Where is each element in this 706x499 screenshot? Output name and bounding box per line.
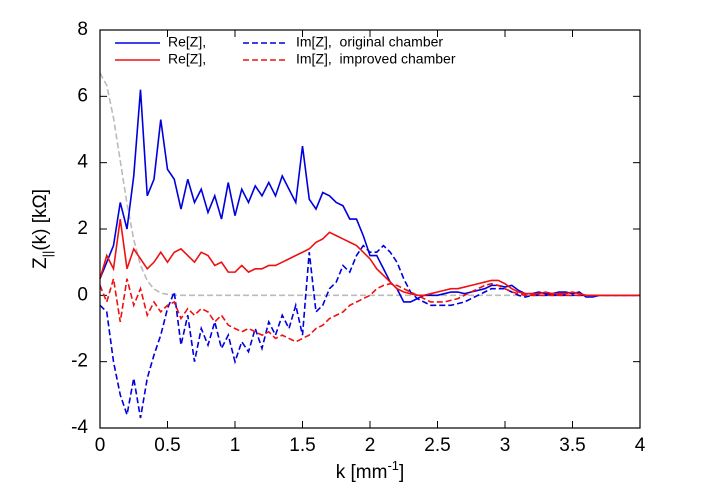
x-tick-label: 0.5: [154, 435, 180, 456]
x-tick-label: 1: [230, 435, 241, 456]
y-tick-label: 6: [77, 85, 88, 106]
x-label-main: k [mm: [336, 462, 388, 483]
y-tick-label: 0: [77, 284, 88, 305]
y-label-end: (k) [kΩ]: [30, 189, 51, 251]
x-tick-label: 3: [500, 435, 511, 456]
y-label-main: Z: [30, 257, 51, 269]
series-line: [99, 218, 640, 297]
y-axis-label: Z||(k) [kΩ]: [30, 189, 55, 269]
y-tick-label: 2: [77, 218, 88, 239]
legend-label: Re[Z],: [168, 51, 206, 67]
plot-frame: [99, 29, 641, 429]
y-tick-label: -4: [71, 417, 88, 438]
legend-label: Re[Z],: [168, 34, 206, 50]
x-tick-label: 4: [635, 435, 646, 456]
y-label-sub: ||: [40, 251, 55, 258]
x-axis-label: k [mm-1]: [336, 458, 405, 483]
series-line: [99, 278, 640, 343]
x-tick-label: 3.5: [559, 435, 585, 456]
series-line: [99, 244, 640, 419]
legend-label: Im[Z], original chamber: [296, 34, 443, 50]
x-tick-label: 2: [365, 435, 376, 456]
x-tick-label: 0: [95, 435, 106, 456]
x-label-end: ]: [399, 462, 404, 483]
x-tick-label: 1.5: [289, 435, 315, 456]
series-line: [99, 72, 640, 297]
x-tick-label: 2.5: [424, 435, 450, 456]
y-tick-label: 4: [77, 152, 88, 173]
x-label-sup: -1: [387, 458, 399, 473]
legend-label: Im[Z], improved chamber: [296, 51, 456, 67]
y-tick-label: -2: [71, 351, 88, 372]
y-tick-label: 8: [77, 19, 88, 40]
series-line: [99, 89, 640, 303]
